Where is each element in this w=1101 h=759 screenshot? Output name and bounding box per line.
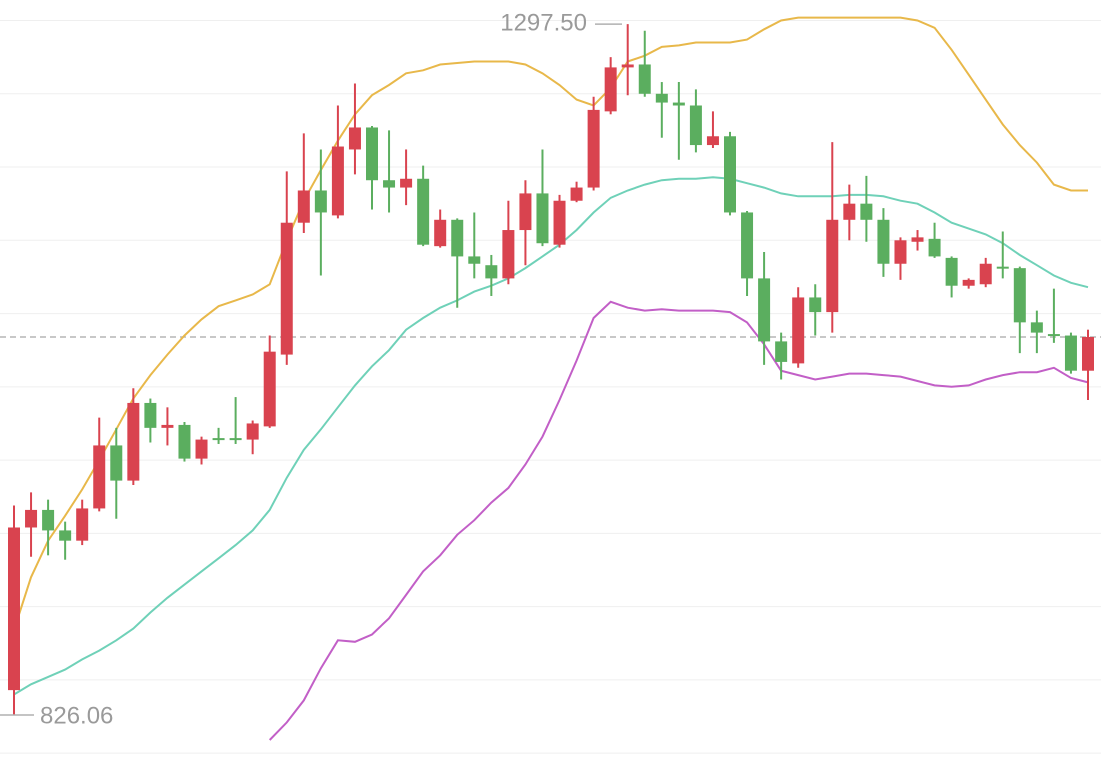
candle-body (42, 509, 55, 531)
candle-body (59, 530, 72, 541)
min-label: 826.06 (40, 702, 113, 729)
candle-body (979, 263, 992, 285)
candle-body (741, 212, 754, 279)
candle-body (962, 279, 975, 286)
candle-body (400, 178, 413, 188)
candle-body (331, 146, 344, 216)
candle-body (638, 64, 651, 94)
band-line (13, 16, 1088, 631)
candle-body (536, 193, 549, 244)
candle-body (1030, 322, 1043, 333)
candle-body (570, 187, 583, 201)
candle-body (195, 439, 208, 459)
candle-body (434, 219, 447, 247)
candle-body (792, 297, 805, 364)
candle-body (775, 341, 788, 362)
candle-body (689, 105, 702, 146)
candle-body (161, 424, 174, 428)
candle-body (928, 238, 941, 257)
candle-body (314, 190, 327, 213)
candle-body (860, 203, 873, 220)
candle-body (348, 127, 361, 150)
candle-body (246, 423, 259, 440)
candle-body (280, 222, 293, 355)
candle-body (8, 527, 20, 691)
candle-body (758, 278, 771, 342)
candle-body (519, 193, 532, 231)
candle-body (655, 93, 668, 103)
candle-body (706, 136, 719, 146)
candle-body (724, 136, 736, 213)
candle-body (178, 424, 191, 459)
candle-body (604, 67, 617, 112)
candle-body (809, 297, 822, 313)
candle-body (1082, 337, 1094, 371)
candle-body (93, 445, 106, 509)
candle-body (297, 190, 310, 223)
candle-body (1047, 334, 1060, 337)
candle-body (127, 402, 140, 481)
candle-body (843, 203, 856, 220)
candle-body (894, 240, 907, 264)
candle-body (485, 265, 498, 279)
band-line (13, 176, 1089, 696)
candle-body (911, 237, 924, 242)
candle-body (451, 219, 464, 257)
candle-body (826, 219, 839, 313)
candle-body (25, 509, 38, 528)
candle-body (468, 256, 481, 264)
max-label: 1297.50 (500, 10, 587, 37)
candle-body (144, 402, 157, 428)
candle-body (877, 219, 890, 264)
candle-body (672, 102, 685, 106)
candle-body (945, 257, 958, 286)
candle-body (76, 508, 89, 541)
candle-body (996, 266, 1009, 269)
candle-body (366, 127, 378, 181)
candle-body (229, 438, 242, 441)
candle-body (212, 438, 225, 441)
candle-body (502, 230, 515, 279)
candle-body (417, 178, 430, 245)
candle-body (553, 200, 566, 245)
candle-body (1064, 335, 1077, 371)
candle-body (110, 445, 123, 481)
candle-body (587, 109, 600, 188)
candle-body (621, 64, 634, 68)
candle-body (1013, 268, 1026, 323)
band-line (268, 300, 1089, 741)
candle-body (263, 351, 276, 427)
candle-body (383, 180, 396, 188)
